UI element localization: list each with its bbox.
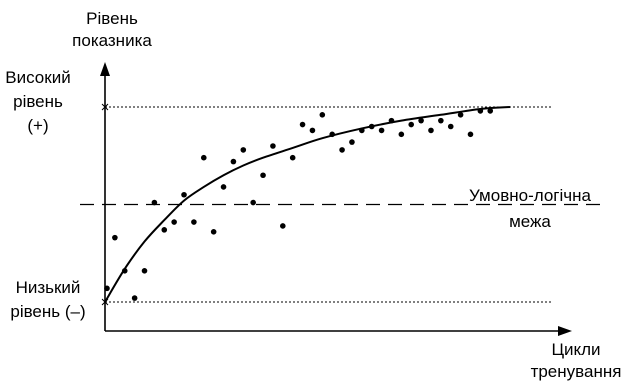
data-point: [270, 143, 276, 149]
data-point: [398, 131, 405, 138]
data-point: [378, 127, 385, 134]
data-point: [260, 172, 266, 179]
data-point: [104, 285, 110, 292]
trend-curve: [104, 106, 511, 303]
data-point: [447, 123, 454, 130]
data-point: [438, 117, 444, 124]
data-point: [131, 295, 138, 301]
data-point: [457, 112, 464, 118]
data-point: [151, 199, 158, 206]
data-point: [230, 158, 237, 165]
data-point: [220, 184, 227, 190]
x-axis-label: Цикли тренування: [531, 340, 622, 381]
data-point: [240, 147, 247, 153]
data-point: [388, 117, 395, 124]
data-point: [210, 229, 217, 235]
threshold-label: Умовно-логічна межа: [469, 186, 592, 231]
data-point: [309, 127, 316, 134]
data-point: [250, 199, 256, 206]
data-point: [141, 268, 148, 274]
data-point: [289, 154, 296, 161]
data-point: [112, 234, 118, 241]
data-point: [368, 123, 375, 130]
data-point: [329, 131, 335, 138]
data-point: [487, 108, 494, 114]
data-point: [339, 147, 345, 153]
axis-and-level-labels: Рівень показника Цикли тренування Високий рів…: [5, 9, 621, 381]
data-point: [200, 154, 207, 161]
data-point: [121, 268, 128, 274]
data-point: [299, 121, 306, 128]
x-axis-arrow: [558, 326, 572, 336]
data-point: [467, 131, 474, 138]
y-axis-arrow: [100, 62, 110, 76]
data-point: [171, 219, 177, 225]
data-point: [319, 112, 326, 118]
high-level-label: Високий рівень (+): [5, 68, 70, 135]
data-point: [161, 227, 168, 233]
data-point: [191, 219, 197, 225]
low-level-label: Низький рівень (–): [10, 278, 85, 321]
data-point: [280, 223, 286, 229]
data-point: [418, 117, 424, 124]
y-axis-label: Рівень показника: [72, 9, 152, 50]
data-point: [408, 121, 415, 128]
data-point: [349, 139, 355, 145]
data-point: [477, 108, 484, 114]
high-level-tick: [101, 103, 109, 111]
data-point: [428, 127, 434, 134]
data-point: [359, 127, 365, 134]
data-point: [181, 191, 187, 198]
trend-line: [104, 106, 511, 303]
level-lines: [80, 106, 600, 303]
data-points: [104, 108, 494, 301]
